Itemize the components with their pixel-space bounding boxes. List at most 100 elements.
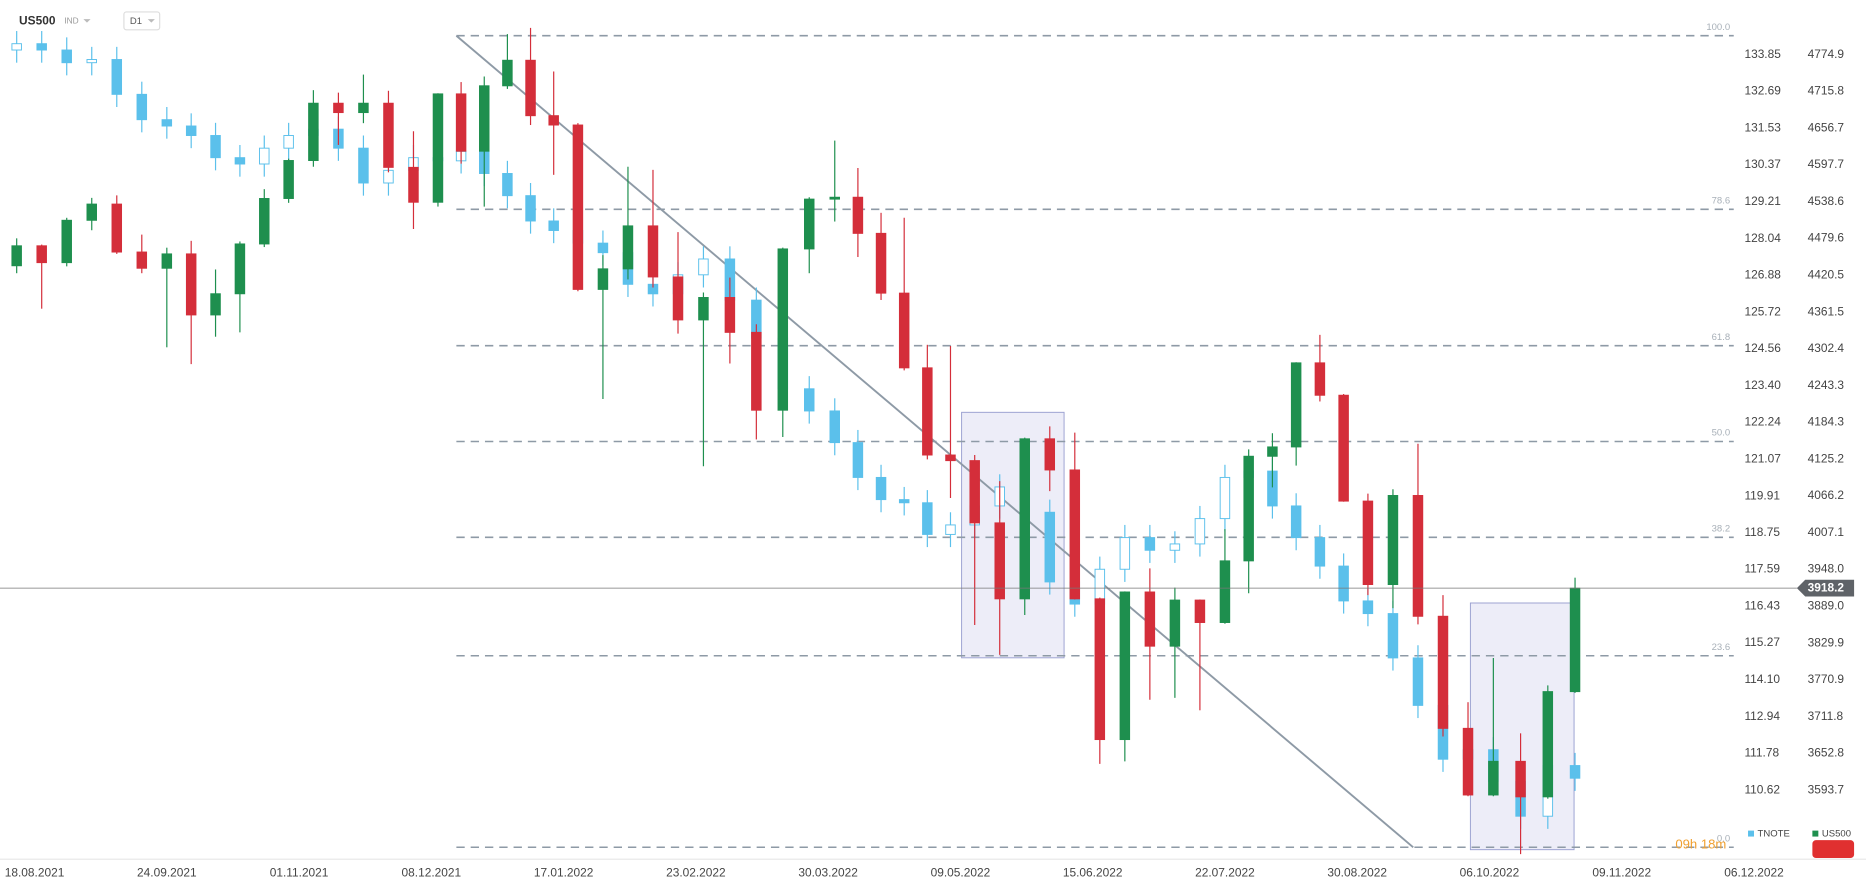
axes: 18.08.2021 24.09.2021 01.11.2021 08.12.2021… bbox=[0, 47, 1866, 880]
candle-body bbox=[1219, 476, 1231, 520]
candle-body bbox=[525, 59, 536, 117]
x-tick-label: 15.06.2022 bbox=[1063, 866, 1123, 880]
candle-body bbox=[969, 460, 980, 524]
y-tick-label: 4125.2 bbox=[1808, 451, 1845, 465]
candle-body bbox=[1412, 657, 1424, 706]
candle-body bbox=[597, 242, 609, 254]
candle-body bbox=[1267, 446, 1278, 457]
fib-label: 61.8 bbox=[1712, 332, 1731, 343]
candle-body bbox=[898, 292, 910, 369]
y2-tick-label: 112.94 bbox=[1744, 709, 1780, 723]
candle-body bbox=[525, 195, 536, 222]
candle-body bbox=[61, 219, 72, 264]
candle-body bbox=[185, 253, 197, 316]
candle-body bbox=[61, 49, 72, 64]
candle-body bbox=[875, 232, 887, 294]
candle-body bbox=[945, 524, 956, 535]
y2-tick-label: 118.75 bbox=[1744, 525, 1780, 539]
y-tick-label: 4007.1 bbox=[1808, 525, 1845, 539]
candle-body bbox=[1119, 537, 1131, 570]
candle-body bbox=[234, 243, 246, 295]
y2-tick-label: 131.53 bbox=[1744, 120, 1781, 134]
candle-body bbox=[1069, 469, 1081, 600]
y-tick-label: 4302.4 bbox=[1808, 341, 1845, 355]
candle-body bbox=[11, 43, 22, 51]
candle-body bbox=[234, 157, 246, 165]
candle-body bbox=[1462, 727, 1474, 796]
legend-swatch bbox=[1812, 830, 1819, 837]
y-tick-label: 4656.7 bbox=[1808, 120, 1845, 134]
x-tick-label: 24.09.2021 bbox=[137, 866, 197, 880]
candle-body bbox=[829, 196, 840, 200]
candle-body bbox=[622, 225, 634, 270]
y2-tick-label: 110.62 bbox=[1744, 782, 1780, 796]
y2-tick-label: 115.27 bbox=[1744, 635, 1780, 649]
x-tick-label: 23.02.2022 bbox=[666, 866, 726, 880]
candle-body bbox=[11, 245, 22, 267]
candle-body bbox=[922, 502, 933, 535]
candle-body bbox=[548, 220, 559, 231]
y-tick-label: 4243.3 bbox=[1808, 378, 1845, 392]
countdown: 09h 18m bbox=[1675, 836, 1726, 851]
x-tick-label: 09.11.2022 bbox=[1592, 866, 1651, 880]
y2-tick-label: 129.21 bbox=[1744, 194, 1781, 208]
y2-tick-label: 132.69 bbox=[1744, 84, 1781, 98]
y-tick-label: 4420.5 bbox=[1808, 268, 1845, 282]
candle-body bbox=[852, 442, 864, 478]
fib-label: 38.2 bbox=[1712, 524, 1731, 535]
candle-body bbox=[502, 173, 513, 197]
y-tick-label: 3889.0 bbox=[1808, 598, 1845, 612]
candle-body bbox=[1437, 615, 1449, 729]
legend-swatch bbox=[1748, 830, 1754, 837]
candle-body bbox=[36, 43, 47, 51]
candle-body bbox=[751, 331, 762, 411]
dropdown-arrow bbox=[147, 19, 155, 23]
market: IND bbox=[64, 16, 78, 26]
candle-body bbox=[1290, 362, 1302, 448]
legend-label: TNOTE bbox=[1758, 829, 1790, 840]
y2-tick-label: 111.78 bbox=[1744, 746, 1779, 760]
fib-label: 78.6 bbox=[1712, 196, 1731, 207]
fib-label: 50.0 bbox=[1712, 428, 1731, 439]
candle-body bbox=[698, 258, 709, 276]
y-tick-label: 3948.0 bbox=[1808, 562, 1845, 576]
candle-body bbox=[1044, 511, 1056, 583]
y2-tick-label: 133.85 bbox=[1744, 47, 1781, 61]
candles bbox=[11, 27, 1581, 855]
candle-body bbox=[1144, 537, 1156, 551]
candle-body bbox=[945, 454, 956, 462]
candle-body bbox=[1387, 495, 1399, 585]
y-tick-label: 4715.8 bbox=[1808, 84, 1845, 98]
candle-body bbox=[111, 59, 123, 95]
candle-body bbox=[1119, 591, 1131, 741]
y-tick-label: 4479.6 bbox=[1808, 231, 1845, 245]
x-tick-label: 09.05.2022 bbox=[931, 866, 991, 880]
y-tick-label: 4066.2 bbox=[1808, 488, 1845, 502]
candle-body bbox=[308, 102, 319, 161]
x-tick-label: 06.12.2022 bbox=[1724, 866, 1784, 880]
candle-body bbox=[161, 253, 173, 269]
candle-body bbox=[1144, 591, 1156, 647]
candle-body bbox=[1488, 760, 1499, 796]
candle-body bbox=[1542, 691, 1554, 798]
interval: D1 bbox=[130, 16, 142, 27]
candle-body bbox=[210, 293, 221, 316]
candle-body bbox=[1314, 362, 1326, 396]
candle-body bbox=[1094, 598, 1106, 741]
y2-tick-label: 117.59 bbox=[1744, 562, 1780, 576]
interval-select[interactable] bbox=[123, 11, 161, 31]
y2-tick-label: 125.72 bbox=[1744, 304, 1781, 318]
x-tick-label: 30.08.2022 bbox=[1327, 866, 1387, 880]
header: US500 IND D1 bbox=[19, 11, 161, 31]
last-price-label: 3918.2 bbox=[1808, 580, 1845, 594]
action-button[interactable] bbox=[1812, 840, 1855, 859]
candle-body bbox=[698, 297, 709, 321]
x-tick-label: 01.11.2021 bbox=[270, 866, 329, 880]
x-tick-label: 06.10.2022 bbox=[1460, 866, 1520, 880]
candle-body bbox=[548, 115, 559, 126]
candle-body bbox=[479, 85, 490, 152]
candle-body bbox=[111, 203, 123, 253]
candle-body bbox=[1569, 587, 1581, 693]
y-tick-label: 4361.5 bbox=[1808, 304, 1845, 318]
